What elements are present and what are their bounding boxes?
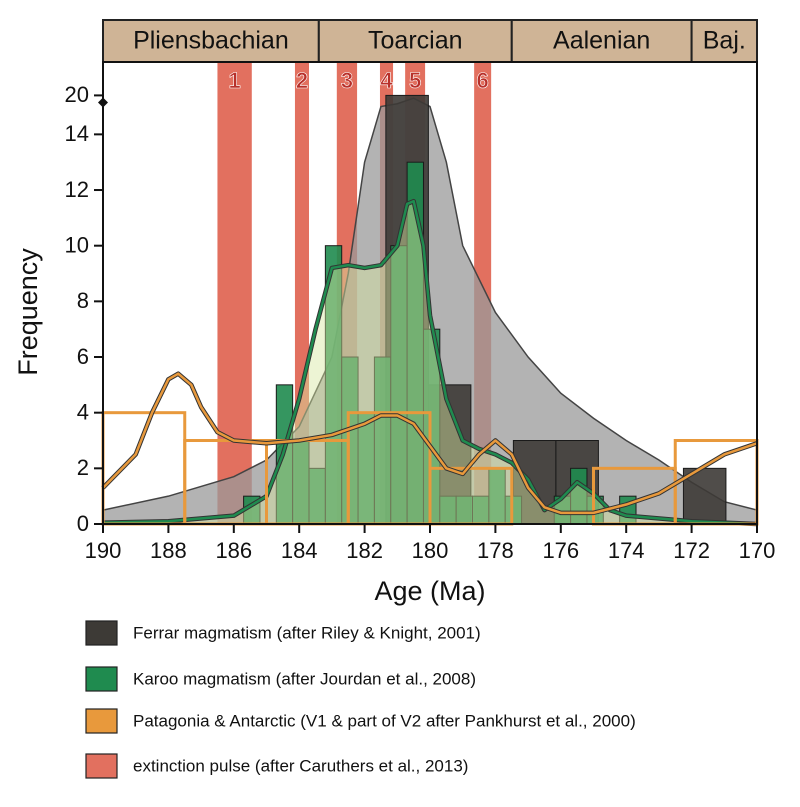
x-tick-label: 174 [608, 538, 645, 563]
density-line [102, 372, 758, 515]
stage-label: Pliensbachian [133, 27, 289, 55]
legend-swatch [85, 620, 118, 646]
y-tick-label: 0 [77, 511, 89, 536]
legend-label: Ferrar magmatism (after Riley & Knight, … [133, 623, 481, 642]
extinction-pulse [217, 62, 252, 524]
x-tick-label: 172 [673, 538, 710, 563]
pulse-label: 3 [341, 68, 353, 93]
pulse-label: 4 [380, 68, 393, 93]
y-tick-label: 2 [77, 455, 89, 480]
legend-label: extinction pulse (after Caruthers et al.… [133, 756, 468, 775]
y-tick-label: 12 [65, 177, 89, 202]
density-fill [103, 201, 757, 525]
stage-label: Aalenian [553, 27, 650, 55]
pulse-label: 5 [409, 68, 421, 93]
y-tick-label: 14 [65, 121, 89, 146]
x-tick-label: 190 [85, 538, 122, 563]
x-tick-label: 186 [215, 538, 252, 563]
stage-label: Toarcian [368, 27, 463, 55]
stage-box [102, 19, 320, 63]
pulse-label: 1 [228, 68, 240, 93]
density-line [102, 199, 758, 526]
x-tick-label: 180 [412, 538, 449, 563]
legend-label: Karoo magmatism (after Jourdan et al., 2… [133, 669, 476, 688]
legend-swatch [85, 708, 118, 734]
histogram-bar [682, 467, 727, 525]
x-tick-label: 176 [542, 538, 579, 563]
axis-break [98, 97, 108, 108]
x-tick-label: 184 [281, 538, 318, 563]
x-tick-label: 188 [150, 538, 187, 563]
stage-box [690, 19, 758, 63]
pulse-label: 6 [477, 68, 489, 93]
y-tick-label: 8 [77, 288, 89, 313]
x-axis-label: Age (Ma) [374, 576, 485, 606]
y-tick-label: 10 [65, 232, 89, 257]
legend-swatch [85, 753, 118, 779]
stage-box [317, 19, 513, 63]
legend-swatch [85, 666, 118, 692]
stage-label: Baj. [703, 27, 746, 55]
x-tick-label: 182 [346, 538, 383, 563]
pulse-label: 2 [296, 68, 308, 93]
x-tick-label: 178 [477, 538, 514, 563]
y-axis-label: Frequency [13, 248, 43, 376]
y-tick-label: 20 [65, 82, 89, 107]
y-tick-label: 6 [77, 344, 89, 369]
legend-label: Patagonia & Antarctic (V1 & part of V2 a… [133, 711, 636, 730]
x-tick-label: 170 [739, 538, 776, 563]
y-tick-label: 4 [77, 399, 89, 424]
